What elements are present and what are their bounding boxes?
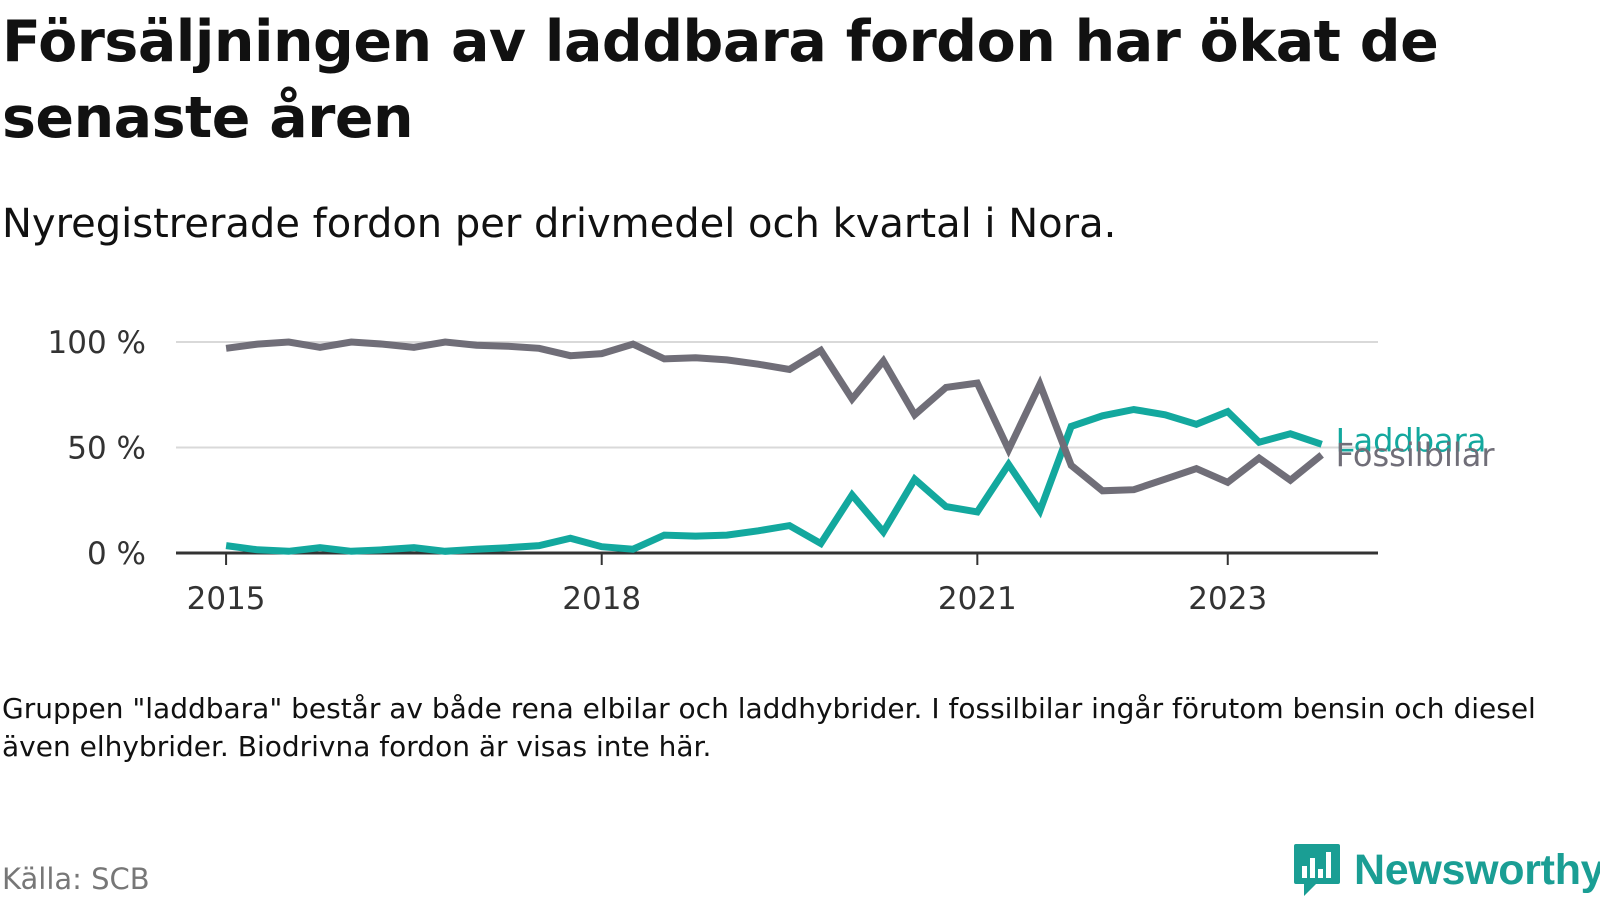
chart-note: Gruppen "laddbara" består av både rena e…	[2, 692, 1536, 763]
y-tick-label-50: 50 %	[67, 431, 146, 467]
chart-subtitle: Nyregistrerade fordon per drivmedel och …	[2, 201, 1117, 247]
x-tick-label-2021: 2021	[938, 581, 1017, 617]
series-line-laddbara	[225, 405, 1323, 555]
logo-text: Newsworthy	[1354, 846, 1600, 894]
series-line-fossilbilar	[225, 338, 1324, 495]
x-tick-label-2018: 2018	[562, 581, 641, 617]
y-tick-label-0: 0 %	[87, 536, 146, 572]
x-tick-label-2023: 2023	[1188, 581, 1267, 617]
series-label-laddbara: Laddbara	[1336, 421, 1487, 459]
series-label-fossilbilar: Fossilbilar	[1336, 436, 1496, 474]
source-label: Källa: SCB	[2, 862, 150, 896]
line-chart: 0 % 50 % 100 % 2015 2018 2021 2023 LaddbaraFoss…	[48, 325, 1496, 617]
newsworthy-logo[interactable]: Newsworthy	[1292, 842, 1600, 898]
chart-title: Försäljningen av laddbara fordon har öka…	[2, 9, 1439, 151]
x-tick-label-2015: 2015	[187, 581, 266, 617]
bar-chart-bubble-icon	[1294, 844, 1340, 896]
y-tick-label-100: 100 %	[48, 325, 146, 361]
